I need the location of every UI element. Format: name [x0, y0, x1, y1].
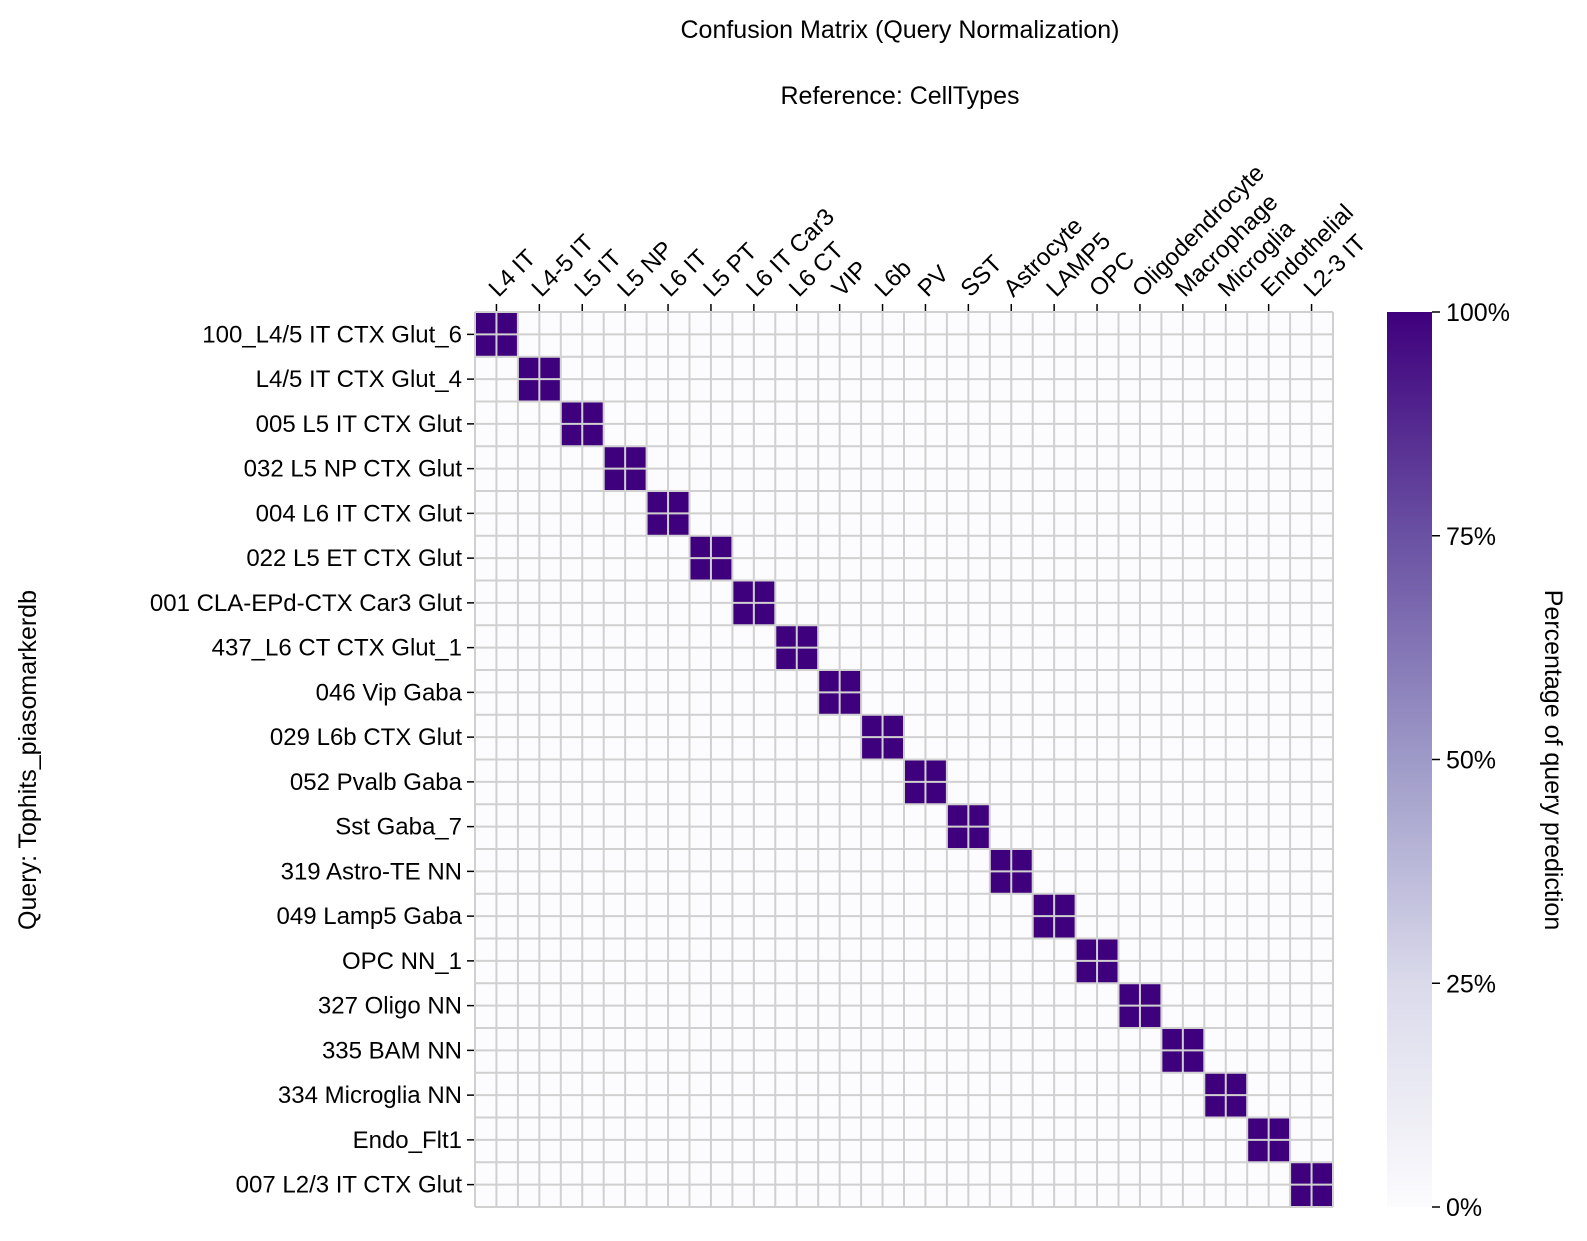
chart-title: Confusion Matrix (Query Normalization) [680, 16, 1119, 44]
y-tick-label: OPC NN_1 [342, 948, 462, 975]
y-tick-label: 001 CLA-EPd-CTX Car3 Glut [150, 590, 462, 617]
y-tick-label: 437_L6 CT CTX Glut_1 [212, 635, 462, 662]
colorbar-label: Percentage of query prediction [1539, 590, 1567, 931]
y-tick-label: 007 L2/3 IT CTX Glut [236, 1172, 463, 1199]
y-tick-label: 022 L5 ET CTX Glut [246, 545, 462, 572]
x-tick-label: L6b [870, 255, 917, 302]
y-tick-label: 335 BAM NN [322, 1037, 462, 1064]
colorbar [1387, 312, 1432, 1207]
heatmap-grid [474, 311, 1334, 1208]
y-tick-label: 005 L5 IT CTX Glut [256, 411, 463, 438]
y-tick-labels: 100_L4/5 IT CTX Glut_6 L4/5 IT CTX Glut_4… [150, 321, 474, 1199]
y-tick-label: 319 Astro-TE NN [281, 858, 462, 885]
y-tick-label: 004 L6 IT CTX Glut [256, 500, 463, 527]
y-tick-label: Sst Gaba_7 [335, 814, 462, 841]
y-tick-label: 049 Lamp5 Gaba [277, 903, 463, 930]
colorbar-tick-label: 25% [1446, 970, 1496, 998]
x-tick-label: PV [913, 261, 955, 303]
colorbar-ticks: 0% 25% 50% 75% 100% [1432, 299, 1510, 1222]
x-tick-label: L4 IT [484, 244, 542, 302]
y-tick-label: L4/5 IT CTX Glut_4 [256, 366, 462, 393]
y-tick-label: 052 Pvalb Gaba [290, 769, 463, 796]
colorbar-tick-label: 100% [1446, 299, 1510, 327]
y-tick-label: Endo_Flt1 [353, 1127, 462, 1154]
colorbar-tick-label: 75% [1446, 523, 1496, 551]
y-tick-label: 334 Microglia NN [278, 1082, 462, 1109]
y-tick-label: 029 L6b CTX Glut [270, 724, 462, 751]
y-tick-label: 046 Vip Gaba [316, 679, 463, 706]
y-tick-label: 032 L5 NP CTX Glut [244, 456, 463, 483]
colorbar-tick-label: 50% [1446, 747, 1496, 775]
y-tick-label: 100_L4/5 IT CTX Glut_6 [202, 321, 462, 348]
x-tick-label: SST [956, 250, 1008, 302]
chart-subtitle: Reference: CellTypes [780, 82, 1019, 110]
colorbar-tick-label: 0% [1446, 1194, 1482, 1222]
y-axis-label: Query: Tophits_piasomarkerdb [14, 590, 42, 930]
y-tick-label: 327 Oligo NN [318, 993, 462, 1020]
